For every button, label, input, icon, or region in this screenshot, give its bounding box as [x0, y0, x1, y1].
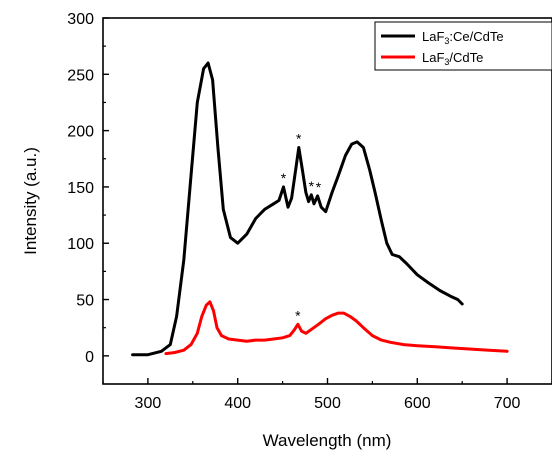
y-tick-label: 250 [67, 67, 94, 84]
x-tick-label: 700 [494, 395, 521, 412]
y-axis-label: Intensity (a.u.) [21, 147, 40, 255]
peak-marker: * [281, 170, 287, 186]
legend-entry-label: LaF3/CdTe [422, 50, 483, 67]
plot-frame [102, 17, 552, 385]
x-tick-label: 600 [404, 395, 431, 412]
y-tick-label: 150 [67, 180, 94, 197]
x-axis-label: Wavelength (nm) [263, 431, 392, 450]
peak-annotations: *** ** [281, 131, 322, 324]
legend-text-part: /CdTe [449, 50, 483, 65]
x-tick-label: 500 [314, 395, 341, 412]
legend-text-part: LaF [422, 29, 444, 44]
legend-entry-label: LaF3:Ce/CdTe [422, 29, 504, 46]
tick-marks [102, 17, 552, 384]
x-tick-label: 300 [135, 395, 162, 412]
series-line-0 [131, 61, 464, 357]
axes [102, 17, 552, 385]
legend-text-part: LaF [422, 50, 444, 65]
plot-area [131, 61, 509, 357]
tick-labels: 300 400 500 600 700 0 50 100 150 200 250 300 [67, 11, 520, 412]
legend-text-part: :Ce/CdTe [449, 29, 503, 44]
peak-marker: * [296, 131, 302, 147]
legend-subscript: 3 [444, 57, 449, 67]
x-tick-label: 400 [224, 395, 251, 412]
y-tick-label: 300 [67, 11, 94, 28]
peak-marker: * [309, 178, 315, 194]
legend-box [374, 21, 552, 71]
y-tick-label: 100 [67, 236, 94, 253]
peak-marker: * [295, 307, 301, 323]
series-line-1 [164, 300, 509, 356]
y-tick-label: 50 [76, 293, 94, 310]
y-tick-label: 0 [85, 349, 94, 366]
legend-subscript: 3 [444, 36, 449, 46]
peak-marker: * [316, 179, 322, 195]
y-tick-label: 200 [67, 124, 94, 141]
